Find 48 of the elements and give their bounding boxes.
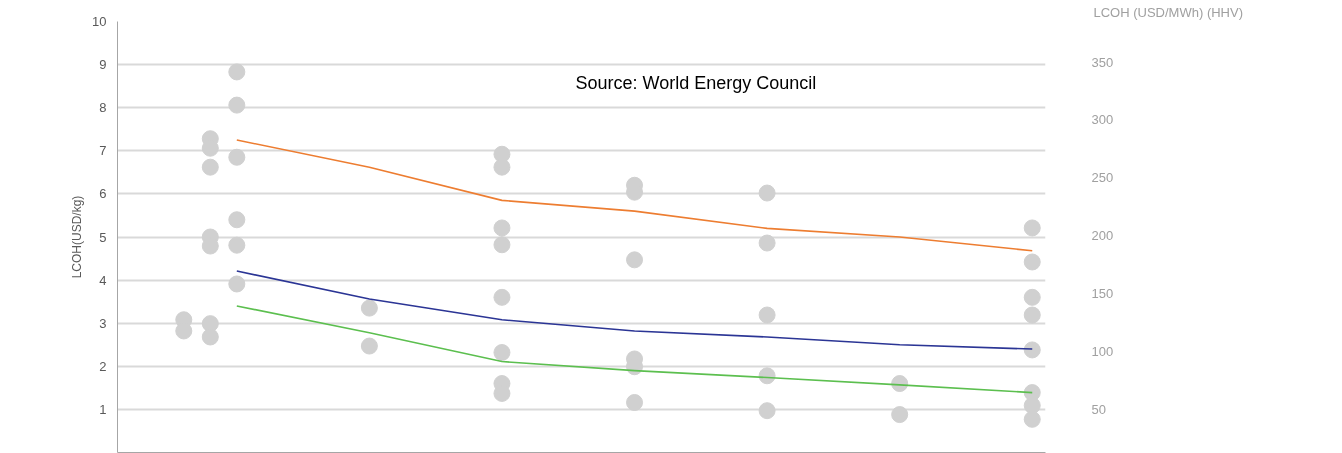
point <box>493 236 511 254</box>
point <box>228 63 246 81</box>
point <box>758 234 776 252</box>
point <box>1023 306 1041 324</box>
point <box>891 406 909 424</box>
point <box>626 394 644 411</box>
y2-tick-label: 100 <box>1091 344 1114 360</box>
point <box>228 275 246 293</box>
y2-tick-label: 150 <box>1091 286 1114 302</box>
annotation: Source: World Energy Council <box>575 72 817 93</box>
y2-axis-title: LCOH (USD/MWh) (HHV) <box>1093 4 1243 20</box>
y2-tick-label: 50 <box>1091 402 1106 418</box>
y-tick-label: 8 <box>99 100 107 116</box>
point <box>1023 341 1041 359</box>
y-tick-label: 10 <box>92 14 107 29</box>
y-tick-label: 4 <box>99 272 107 288</box>
point <box>228 236 246 254</box>
point <box>1023 219 1041 237</box>
line-series <box>236 139 1034 252</box>
y-tick-label: 5 <box>99 229 107 245</box>
point <box>360 299 378 317</box>
point <box>758 306 776 324</box>
y-tick-label: 9 <box>99 57 107 73</box>
point <box>493 219 511 237</box>
point <box>201 328 219 346</box>
y-tick-label: 2 <box>99 358 107 374</box>
point <box>201 158 219 176</box>
point <box>360 337 378 355</box>
y2-tick-label: 200 <box>1091 228 1114 244</box>
y-tick-label: 7 <box>99 143 107 159</box>
point <box>228 148 246 166</box>
point <box>228 211 246 229</box>
point <box>1023 288 1041 306</box>
y2-tick-label: 250 <box>1091 170 1114 186</box>
y-tick-label: 1 <box>99 401 107 417</box>
y-axis-title: LCOH(USD/kg) <box>70 195 85 279</box>
y2-tick-label: 300 <box>1091 112 1114 128</box>
y2-tick-label: 350 <box>1091 54 1114 70</box>
point <box>493 288 511 306</box>
point <box>626 251 644 269</box>
point <box>1023 253 1041 271</box>
y-tick-label: 6 <box>99 186 107 202</box>
point <box>1023 410 1041 428</box>
y-tick-label: 3 <box>99 315 107 331</box>
point <box>493 344 511 361</box>
point <box>758 402 776 420</box>
point <box>228 96 246 114</box>
point <box>758 184 776 202</box>
